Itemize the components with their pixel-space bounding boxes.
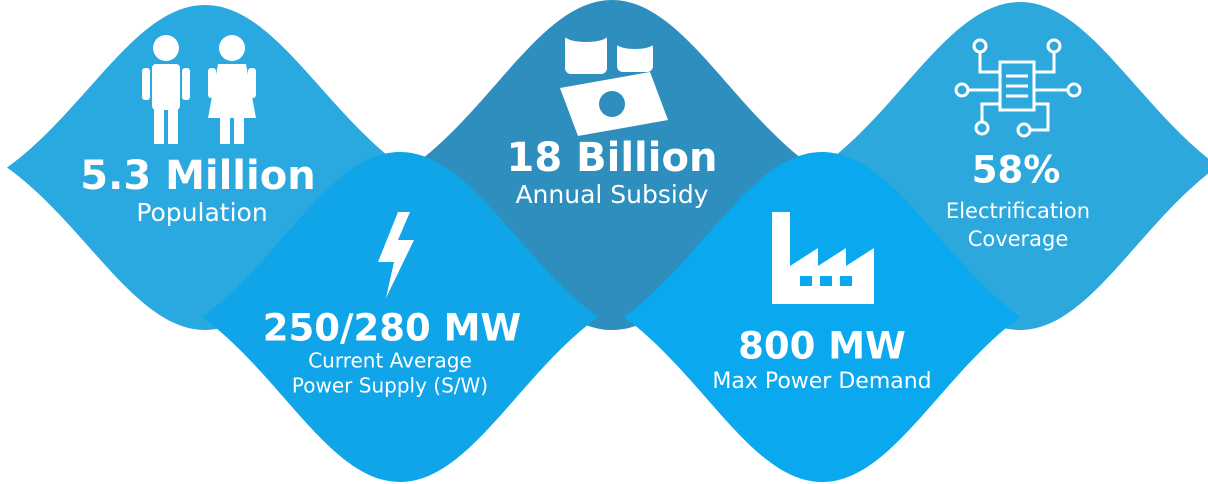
label: Max Power Demand <box>712 369 931 394</box>
label: Population <box>136 198 267 227</box>
value: 250/280 MW <box>263 307 522 350</box>
value: 58% <box>972 149 1061 192</box>
label: Annual Subsidy <box>515 180 708 209</box>
value: 18 Billion <box>507 135 718 181</box>
shapes <box>7 0 1208 482</box>
lightning-icon <box>378 212 414 298</box>
tile <box>202 152 598 482</box>
label: Current Average <box>308 349 472 373</box>
money-icon <box>560 30 668 136</box>
children-icon <box>142 35 256 144</box>
circuit-icon <box>954 38 1082 138</box>
value: 800 MW <box>738 325 906 368</box>
label: Power Supply (S/W) <box>292 374 488 398</box>
label: Electrification <box>946 199 1090 223</box>
tile <box>624 152 1020 482</box>
label: Coverage <box>968 227 1069 251</box>
value: 5.3 Million <box>80 153 315 199</box>
